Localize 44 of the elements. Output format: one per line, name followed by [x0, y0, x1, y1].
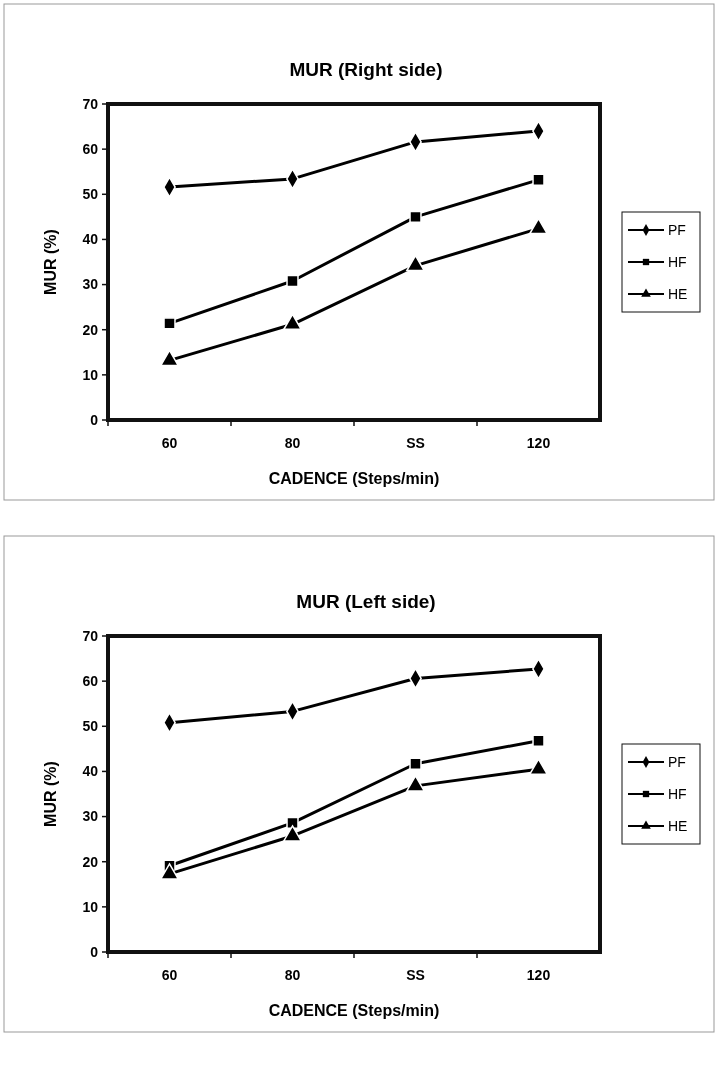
legend-label: HF: [668, 785, 687, 802]
y-tick-label: 60: [82, 673, 99, 690]
y-tick-label: 70: [82, 627, 99, 644]
y-tick-label: 60: [82, 141, 99, 158]
legend-label: HE: [668, 285, 688, 302]
x-tick-label: SS: [406, 967, 425, 983]
y-tick-label: 30: [82, 808, 99, 825]
x-tick-label: 60: [161, 967, 178, 983]
legend-label: PF: [668, 753, 686, 770]
point: [286, 274, 299, 288]
y-tick-label: 30: [82, 276, 99, 293]
y-tick-label: 70: [82, 95, 99, 112]
chart-title: MUR (Left side): [296, 591, 436, 612]
point: [409, 210, 422, 224]
point: [406, 775, 425, 792]
y-tick-label: 0: [90, 943, 99, 960]
y-tick-label: 50: [82, 718, 99, 735]
y-tick-label: 10: [82, 898, 99, 915]
legend-label: PF: [668, 221, 686, 238]
legend-label: HF: [668, 253, 687, 270]
x-axis-title: CADENCE (Steps/min): [268, 1002, 440, 1019]
y-tick-label: 40: [82, 231, 99, 248]
x-tick-label: 60: [161, 435, 178, 451]
point: [283, 825, 302, 842]
x-axis-title: CADENCE (Steps/min): [268, 470, 440, 487]
point: [532, 173, 545, 187]
y-tick-label: 10: [82, 366, 99, 383]
legend-label: HE: [668, 817, 688, 834]
y-axis-title: MUR (%): [42, 761, 59, 827]
y-tick-label: 20: [82, 853, 99, 870]
x-tick-label: 80: [284, 435, 301, 451]
x-tick-label: 120: [526, 435, 551, 451]
y-tick-label: 50: [82, 186, 99, 203]
x-tick-label: SS: [406, 435, 425, 451]
x-tick-label: 80: [284, 967, 301, 983]
point: [529, 758, 548, 775]
point: [160, 863, 179, 880]
x-tick-label: 120: [526, 967, 551, 983]
chart-title: MUR (Right side): [289, 59, 443, 80]
y-tick-label: 40: [82, 763, 99, 780]
y-axis-title: MUR (%): [42, 229, 59, 295]
y-tick-label: 20: [82, 321, 99, 338]
y-tick-label: 0: [90, 411, 99, 428]
point: [286, 816, 299, 830]
